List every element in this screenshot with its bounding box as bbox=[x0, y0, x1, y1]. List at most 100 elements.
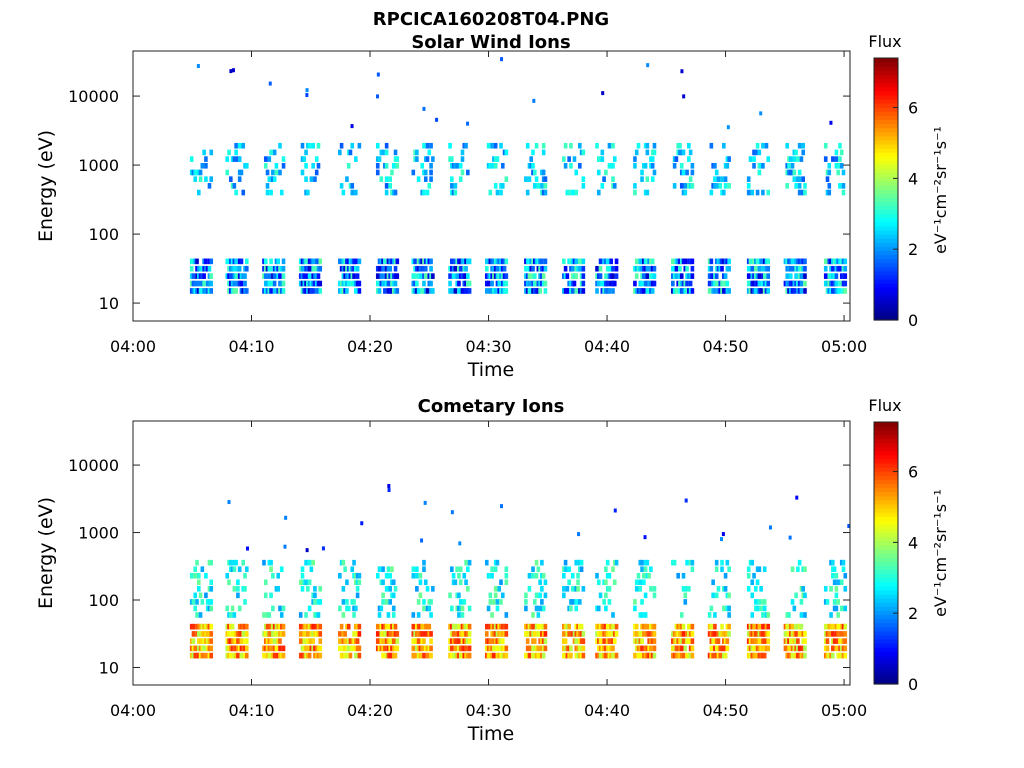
heatmap-cell bbox=[534, 559, 539, 566]
heatmap-cell bbox=[302, 156, 307, 162]
heatmap-cell bbox=[746, 572, 751, 579]
heatmap-cell bbox=[232, 566, 237, 573]
heatmap-cell bbox=[377, 288, 382, 294]
heatmap-cell bbox=[458, 579, 463, 586]
heatmap-cell bbox=[788, 638, 793, 644]
heatmap-cell bbox=[803, 189, 807, 196]
colorbar-segment bbox=[874, 70, 898, 75]
colorbar-segment bbox=[874, 197, 898, 202]
heatmap-cell bbox=[281, 273, 286, 279]
heatmap-cell bbox=[750, 559, 755, 566]
colorbar-segment bbox=[874, 475, 898, 480]
heatmap-cell bbox=[195, 559, 199, 566]
heatmap-cell bbox=[825, 645, 830, 652]
heatmap-cell bbox=[204, 162, 208, 169]
heatmap-cell bbox=[462, 599, 467, 605]
heatmap-cell bbox=[338, 149, 342, 156]
heatmap-cell bbox=[262, 612, 266, 618]
heatmap-cell bbox=[305, 88, 309, 93]
heatmap-cell bbox=[727, 605, 731, 612]
heatmap-cell bbox=[843, 638, 848, 644]
heatmap-cell bbox=[276, 586, 280, 592]
y-tick-label: 100 bbox=[88, 591, 119, 610]
heatmap-cell bbox=[381, 149, 385, 156]
heatmap-cell bbox=[709, 645, 714, 652]
heatmap-cell bbox=[375, 280, 380, 287]
heatmap-cell bbox=[761, 189, 765, 196]
colorbar-segment bbox=[874, 495, 898, 501]
heatmap-cell bbox=[425, 142, 430, 149]
heatmap-cell bbox=[683, 258, 688, 265]
heatmap-cell bbox=[234, 288, 238, 294]
heatmap-cell bbox=[305, 93, 309, 98]
heatmap-cell bbox=[415, 586, 419, 592]
heatmap-cell bbox=[281, 156, 286, 162]
heatmap-cell bbox=[395, 288, 400, 294]
heatmap-cell bbox=[524, 599, 528, 605]
heatmap-cell bbox=[464, 142, 468, 149]
heatmap-cell bbox=[225, 169, 230, 176]
heatmap-cell bbox=[281, 652, 286, 659]
heatmap-cell bbox=[429, 142, 433, 149]
heatmap-cell bbox=[792, 288, 797, 294]
heatmap-cell bbox=[269, 566, 273, 573]
heatmap-cell bbox=[427, 149, 432, 156]
heatmap-cell bbox=[209, 288, 214, 294]
heatmap-cell bbox=[690, 559, 695, 566]
x-axis-solar-wind: 04:00 04:10 04:20 04:30 04:40 04:50 05:00 bbox=[110, 51, 867, 356]
heatmap-cell bbox=[759, 605, 763, 612]
heatmap-cell bbox=[464, 579, 468, 586]
x-tick-label: 04:10 bbox=[228, 701, 274, 720]
heatmap-cell bbox=[381, 579, 385, 586]
heatmap-cell bbox=[504, 149, 509, 156]
x-tick-label: 04:20 bbox=[347, 337, 393, 356]
heatmap-solar-wind bbox=[189, 57, 848, 294]
heatmap-cell bbox=[415, 156, 419, 162]
heatmap-cell bbox=[300, 566, 305, 573]
heatmap-cell bbox=[499, 189, 503, 196]
colorbar-segment bbox=[874, 315, 898, 321]
heatmap-cell bbox=[269, 189, 273, 196]
heatmap-cell bbox=[690, 265, 695, 272]
colorbar-segment bbox=[874, 528, 898, 534]
heatmap-cell bbox=[538, 288, 542, 294]
heatmap-cell bbox=[298, 631, 303, 637]
heatmap-cell bbox=[725, 645, 730, 652]
heatmap-cell bbox=[794, 631, 798, 637]
colorbar-tick-label: 2 bbox=[908, 604, 918, 623]
heatmap-cell bbox=[495, 265, 500, 272]
heatmap-cell bbox=[484, 265, 489, 272]
heatmap-cell bbox=[423, 265, 428, 272]
heatmap-cell bbox=[709, 623, 714, 630]
heatmap-cell bbox=[493, 183, 498, 189]
colorbar-segment bbox=[874, 156, 898, 161]
heatmap-cell bbox=[541, 149, 546, 156]
heatmap-cell bbox=[307, 559, 312, 566]
heatmap-cell bbox=[569, 162, 573, 169]
heatmap-cell bbox=[422, 280, 426, 287]
heatmap-cell bbox=[458, 541, 462, 546]
heatmap-cell bbox=[234, 149, 238, 156]
heatmap-cell bbox=[455, 273, 459, 279]
heatmap-cell bbox=[309, 176, 314, 182]
heatmap-cell bbox=[281, 645, 286, 652]
heatmap-cell bbox=[457, 572, 461, 579]
heatmap-cell bbox=[834, 645, 839, 652]
heatmap-cell bbox=[634, 586, 639, 592]
heatmap-cell bbox=[230, 623, 235, 630]
heatmap-cell bbox=[574, 189, 579, 196]
heatmap-cell bbox=[464, 559, 468, 566]
heatmap-cell bbox=[752, 623, 756, 630]
heatmap-cell bbox=[713, 176, 717, 182]
x-tick-label: 04:30 bbox=[465, 337, 511, 356]
heatmap-cell bbox=[309, 566, 314, 573]
heatmap-cell bbox=[495, 559, 500, 566]
colorbar-segment bbox=[874, 111, 898, 116]
heatmap-cell bbox=[652, 265, 657, 272]
heatmap-cell bbox=[375, 623, 380, 630]
heatmap-cell bbox=[318, 586, 323, 592]
heatmap-cell bbox=[602, 176, 606, 182]
heatmap-cell bbox=[339, 623, 344, 630]
x-tick-label: 05:00 bbox=[821, 337, 867, 356]
heatmap-cell bbox=[423, 169, 428, 176]
